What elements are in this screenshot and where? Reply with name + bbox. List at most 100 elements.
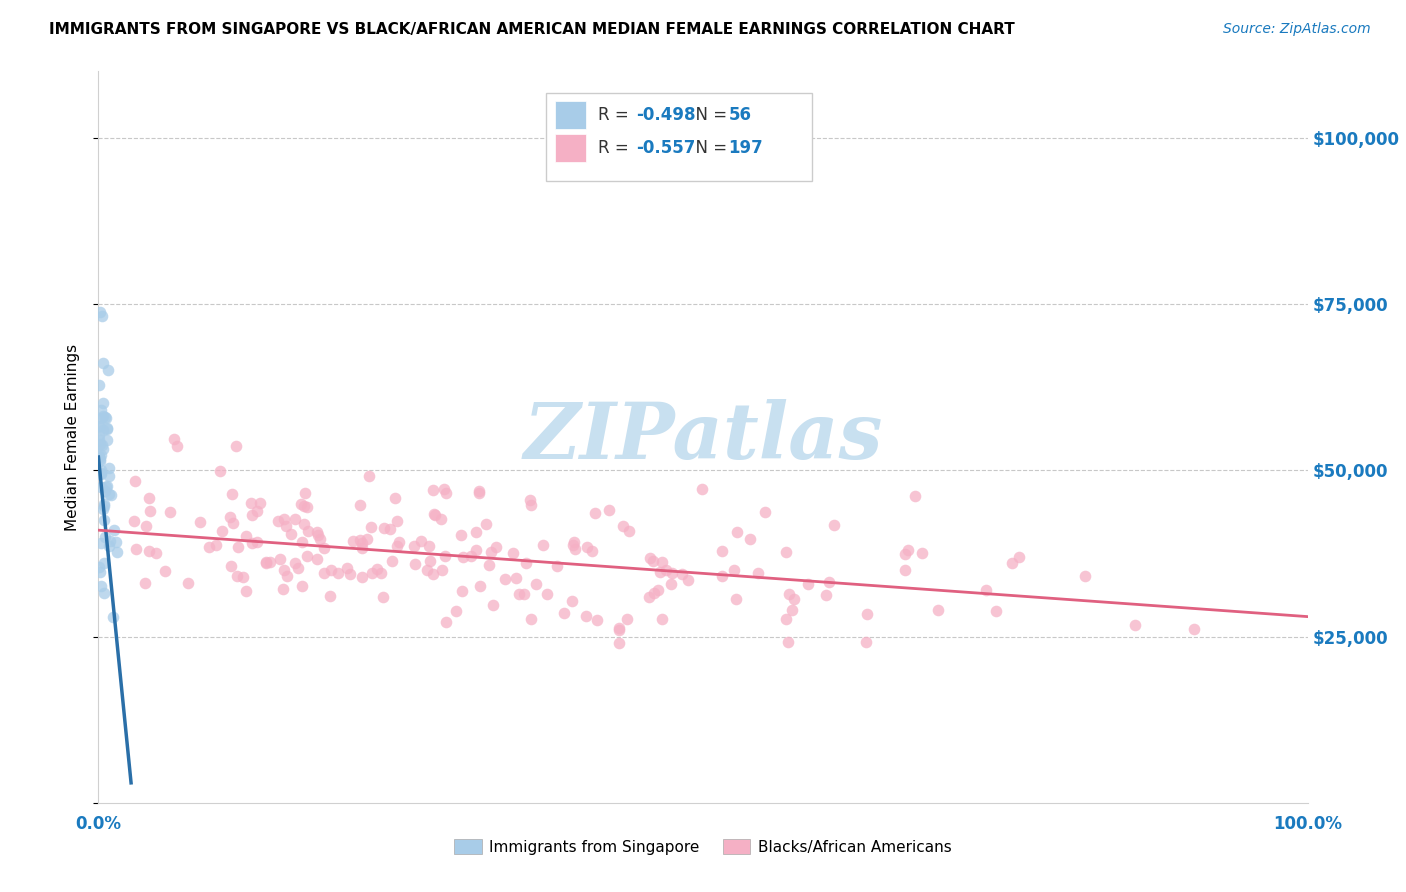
Point [740,532,762,546]
Point [235,584,257,599]
Point [100,488,122,502]
Point [297,549,319,564]
Point [87,428,110,442]
Point [823,518,845,533]
Text: IMMIGRANTS FROM SINGAPORE VS BLACK/AFRICAN AMERICAN MEDIAN FEMALE EARNINGS CORRE: IMMIGRANTS FROM SINGAPORE VS BLACK/AFRIC… [49,22,1015,37]
Text: N =: N = [685,139,733,157]
Point [266,515,288,529]
Point [222,516,245,530]
Point [103,523,125,537]
Point [89,565,111,579]
Point [814,588,837,602]
Point [166,439,188,453]
FancyBboxPatch shape [546,94,811,181]
Point [747,566,769,581]
Point [235,529,257,543]
Point [319,563,342,577]
Point [508,587,530,601]
Point [418,539,440,553]
Point [651,612,673,626]
Point [607,623,630,637]
Point [90,463,112,477]
Point [93,556,115,570]
Point [562,538,585,552]
Point [312,541,335,555]
Point [188,515,211,529]
Point [855,635,877,649]
Point [494,572,516,586]
Point [430,563,453,577]
Point [388,534,411,549]
Point [225,439,247,453]
Point [232,570,254,584]
Point [607,636,630,650]
Point [96,422,118,436]
Point [360,520,382,534]
Point [125,541,148,556]
Point [145,546,167,560]
Point [291,579,314,593]
Point [90,466,112,480]
Point [723,562,745,576]
Point [219,509,242,524]
Point [581,544,603,558]
Text: N =: N = [685,106,733,124]
Point [754,505,776,519]
Point [505,571,527,585]
Point [245,504,267,518]
Point [561,593,583,607]
Point [387,539,409,553]
Point [546,559,568,574]
Point [778,635,800,649]
Point [655,563,678,577]
Point [897,543,920,558]
Point [350,541,373,555]
Point [89,454,111,468]
Point [641,554,664,568]
Point [404,557,426,571]
Point [240,508,263,523]
Point [259,555,281,569]
Point [783,592,806,607]
Point [90,467,112,482]
Point [855,607,877,622]
Point [349,499,371,513]
Point [384,491,406,506]
Point [294,486,316,500]
Text: ZIPatlas: ZIPatlas [523,399,883,475]
Point [91,409,114,423]
Point [295,500,318,514]
Point [273,563,295,577]
Point [373,521,395,535]
Point [90,309,112,323]
Point [89,305,111,319]
FancyBboxPatch shape [555,135,586,162]
Point [221,487,243,501]
Y-axis label: Median Female Earnings: Median Female Earnings [65,343,80,531]
Point [468,578,491,592]
Point [482,599,505,613]
Point [422,567,444,582]
Point [519,493,541,508]
Point [135,519,157,533]
Point [269,552,291,566]
Point [422,483,444,497]
Point [671,567,693,582]
Point [524,577,547,591]
Point [89,419,111,434]
Point [97,468,120,483]
Point [339,566,361,581]
Point [240,536,263,550]
Point [904,489,927,503]
Point [478,558,501,572]
Point [778,587,800,601]
Point [453,550,475,565]
Point [724,591,747,606]
Point [159,505,181,519]
Point [356,532,378,546]
Point [97,539,120,553]
Point [219,559,242,574]
Point [90,403,112,417]
Point [444,604,467,618]
Point [97,487,120,501]
